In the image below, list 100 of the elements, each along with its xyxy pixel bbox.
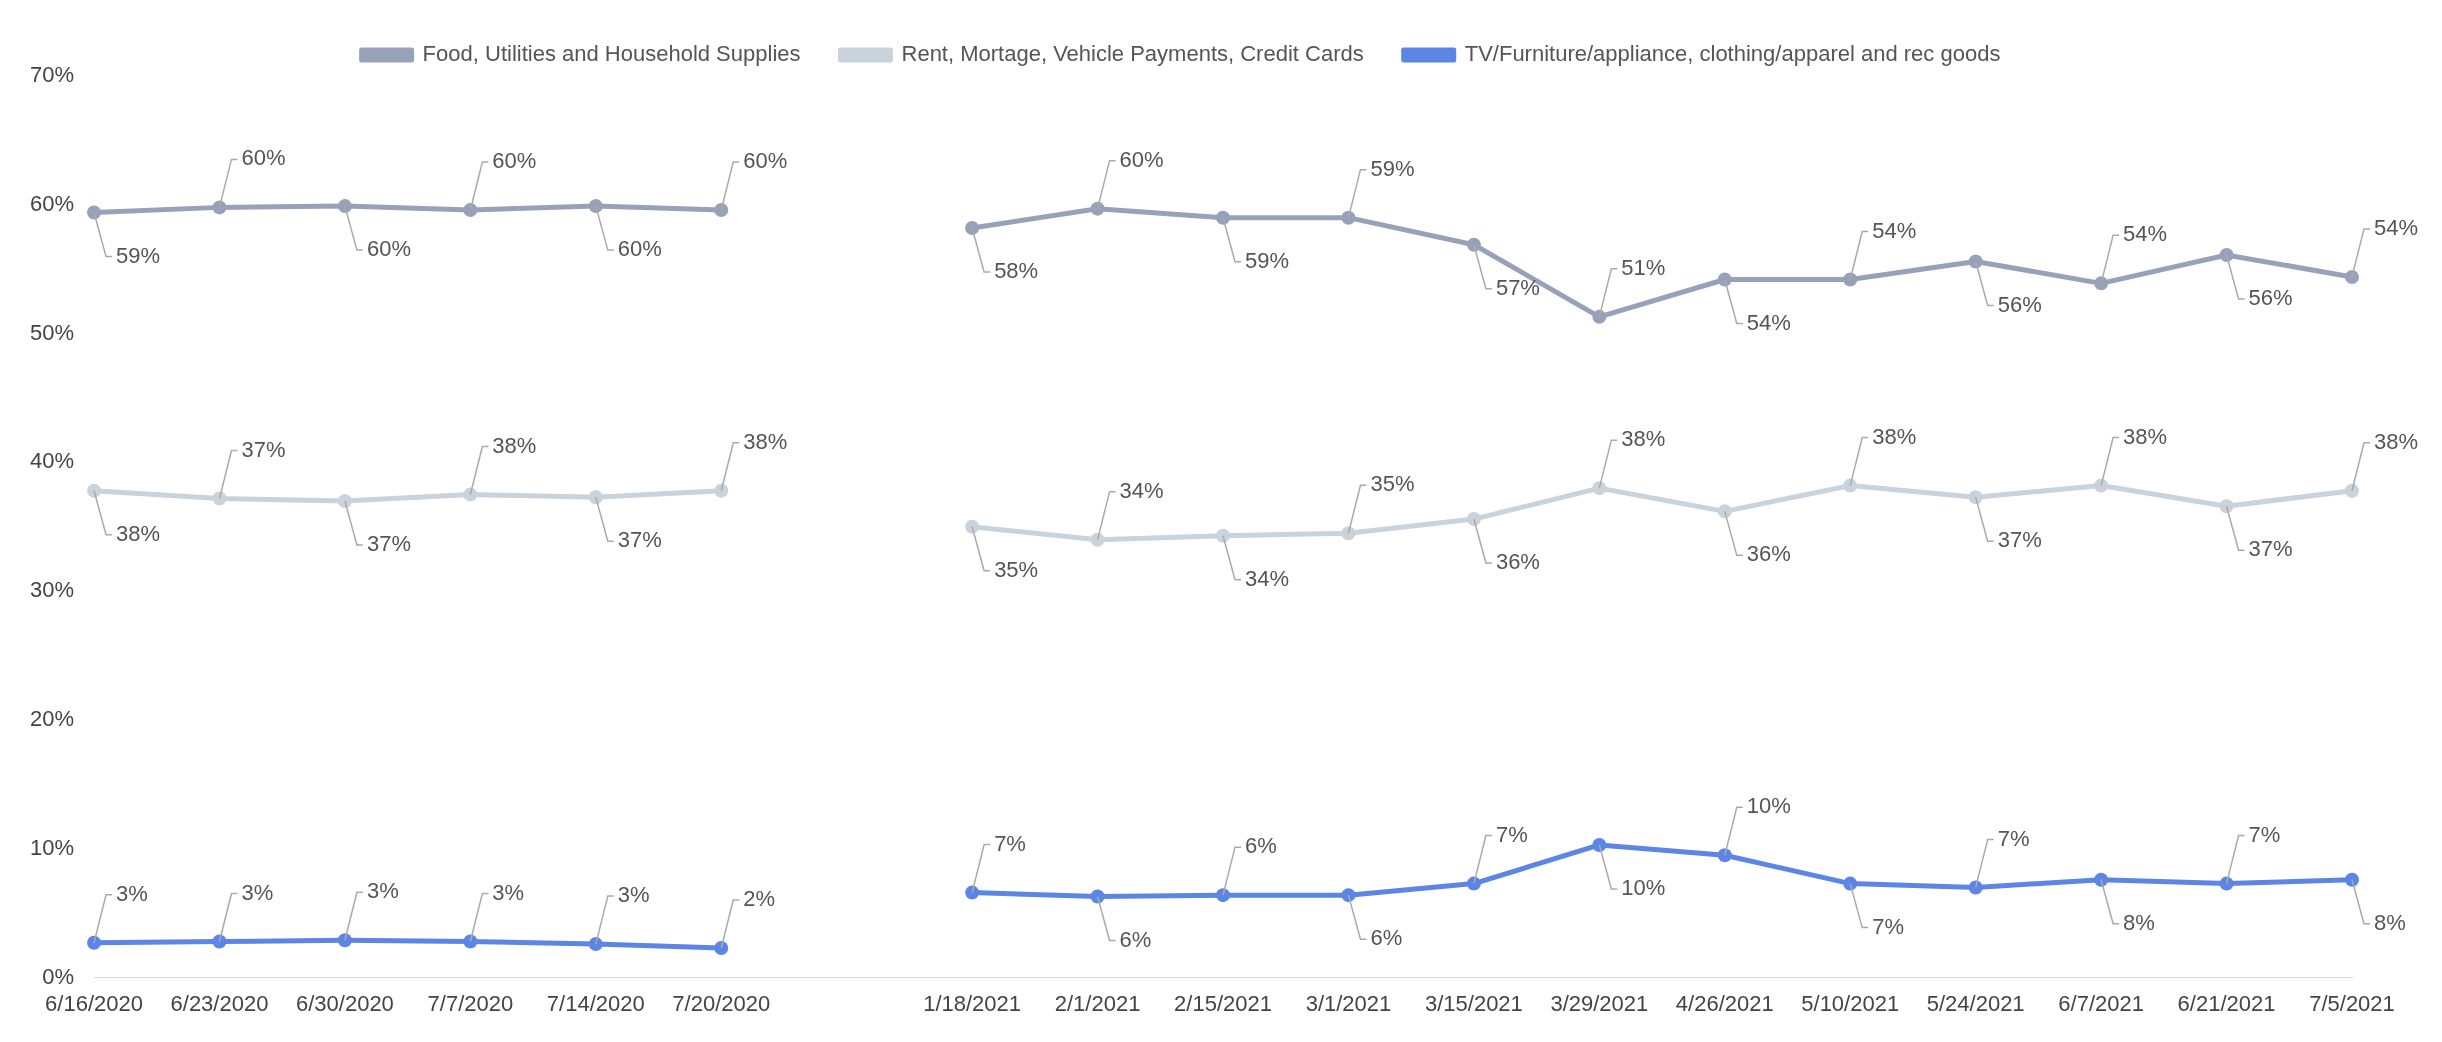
data-label: 54% xyxy=(2374,214,2419,240)
point xyxy=(87,935,102,950)
x-tick-label: 7/14/2020 xyxy=(546,990,645,1016)
data-label: 59% xyxy=(1370,155,1415,181)
legend-label: Rent, Mortage, Vehicle Payments, Credit Cards xyxy=(901,41,1364,67)
data-label: 37% xyxy=(1997,527,2042,553)
point xyxy=(1466,876,1481,891)
point xyxy=(1968,880,1983,895)
y-tick-label: 50% xyxy=(29,319,75,345)
data-label: 54% xyxy=(1746,309,1791,335)
point xyxy=(1717,504,1732,519)
point xyxy=(588,199,603,214)
point xyxy=(1592,309,1607,324)
point xyxy=(337,199,352,214)
point xyxy=(2219,876,2234,891)
y-tick-label: 20% xyxy=(29,706,75,732)
legend-label: Food, Utilities and Household Supplies xyxy=(422,41,801,67)
x-tick-label: 4/26/2021 xyxy=(1675,990,1774,1016)
data-label: 7% xyxy=(2248,821,2281,847)
data-label: 37% xyxy=(241,436,286,462)
point xyxy=(1341,526,1356,541)
point xyxy=(463,487,478,502)
x-tick-label: 3/1/2021 xyxy=(1305,990,1392,1016)
point xyxy=(714,202,729,217)
x-tick-label: 5/10/2021 xyxy=(1801,990,1900,1016)
x-tick-label: 6/7/2021 xyxy=(2058,990,2144,1016)
data-label: 7% xyxy=(1997,825,2030,851)
point xyxy=(1843,876,1858,891)
point xyxy=(2094,872,2109,887)
data-label: 60% xyxy=(743,148,788,174)
y-tick-label: 60% xyxy=(29,190,75,216)
data-label: 60% xyxy=(241,145,286,171)
point xyxy=(1216,528,1231,543)
data-label: 2% xyxy=(743,886,776,912)
data-label: 59% xyxy=(116,242,161,268)
point xyxy=(965,220,980,235)
point xyxy=(714,940,729,955)
point xyxy=(463,202,478,217)
y-tick-label: 40% xyxy=(29,448,75,474)
point xyxy=(463,934,478,949)
point xyxy=(588,490,603,505)
point xyxy=(1216,888,1231,903)
point xyxy=(1717,272,1732,287)
data-label: 60% xyxy=(1119,146,1164,172)
y-tick-label: 70% xyxy=(29,62,75,88)
data-label: 60% xyxy=(617,236,662,262)
point xyxy=(212,934,227,949)
x-tick-label: 5/24/2021 xyxy=(1926,990,2025,1016)
point xyxy=(1466,237,1481,252)
point xyxy=(1717,848,1732,863)
point xyxy=(2094,276,2109,291)
point xyxy=(1592,837,1607,852)
data-label: 6% xyxy=(1370,925,1403,951)
data-label: 10% xyxy=(1746,793,1791,819)
point xyxy=(87,483,102,498)
data-label: 51% xyxy=(1621,254,1666,280)
data-label: 60% xyxy=(366,236,411,262)
point xyxy=(1466,512,1481,527)
data-label: 3% xyxy=(116,880,148,906)
point xyxy=(588,937,603,952)
data-label: 35% xyxy=(994,556,1039,582)
data-label: 8% xyxy=(2374,909,2406,935)
data-label: 59% xyxy=(1245,247,1290,273)
point xyxy=(965,885,980,900)
x-tick-label: 7/5/2021 xyxy=(2309,990,2395,1016)
point xyxy=(212,200,227,215)
data-label: 6% xyxy=(1119,926,1152,952)
data-label: 58% xyxy=(994,258,1039,284)
data-label: 38% xyxy=(116,520,161,546)
data-label: 56% xyxy=(1997,291,2042,317)
point xyxy=(714,483,729,498)
point xyxy=(1592,481,1607,496)
point xyxy=(2345,872,2359,887)
point xyxy=(1843,272,1858,287)
point xyxy=(1968,254,1983,269)
data-label: 34% xyxy=(1119,477,1164,503)
y-tick-label: 0% xyxy=(42,963,75,989)
point xyxy=(1843,478,1858,493)
data-label: 35% xyxy=(1370,471,1415,497)
data-label: 38% xyxy=(1621,426,1666,452)
data-label: 38% xyxy=(743,428,788,454)
data-label: 37% xyxy=(617,527,662,553)
data-label: 3% xyxy=(492,879,525,905)
point xyxy=(2345,483,2359,498)
legend-label: TV/Furniture/appliance, clothing/apparel and rec goods xyxy=(1464,41,2001,67)
data-label: 37% xyxy=(2248,536,2293,562)
data-label: 54% xyxy=(2123,221,2168,247)
data-label: 6% xyxy=(1245,833,1277,859)
data-label: 7% xyxy=(994,830,1026,856)
point xyxy=(337,494,352,509)
data-label: 7% xyxy=(1872,913,1905,939)
data-label: 3% xyxy=(617,882,650,908)
point xyxy=(1090,889,1105,904)
x-tick-label: 7/7/2020 xyxy=(427,990,514,1016)
point xyxy=(2219,499,2234,514)
data-label: 38% xyxy=(2374,428,2419,454)
x-tick-label: 1/18/2021 xyxy=(923,990,1022,1016)
point xyxy=(212,491,227,506)
x-tick-label: 3/15/2021 xyxy=(1424,990,1523,1016)
data-label: 37% xyxy=(366,531,411,557)
